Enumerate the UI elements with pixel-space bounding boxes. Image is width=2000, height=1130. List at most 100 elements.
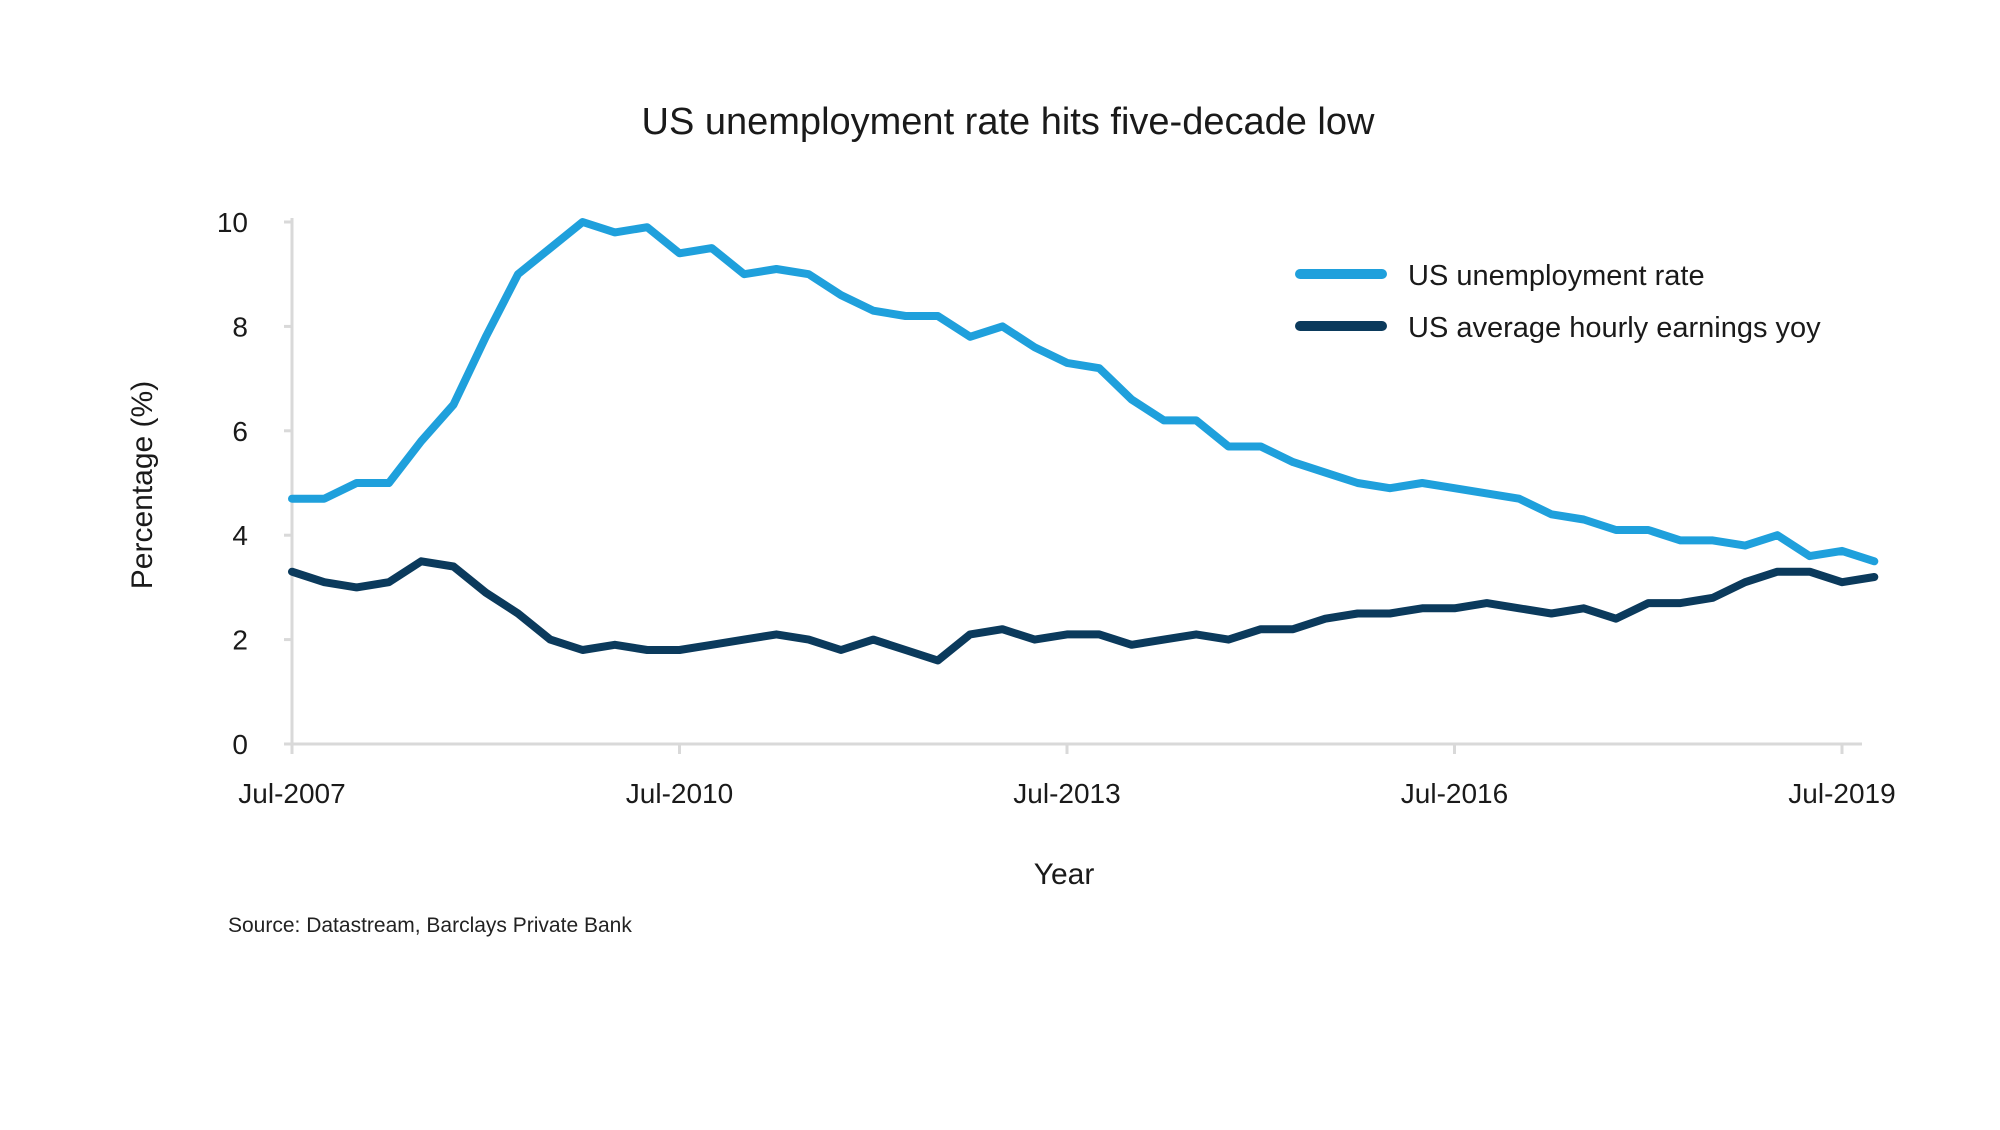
data-point-unemployment-rate: [838, 292, 844, 299]
data-point-hourly-earnings: [805, 636, 812, 643]
data-point-hourly-earnings: [1645, 600, 1652, 607]
data-point-unemployment-rate: [1386, 485, 1393, 492]
data-point-hourly-earnings: [1742, 579, 1749, 586]
data-point-hourly-earnings: [773, 631, 780, 638]
data-point-unemployment-rate: [1677, 537, 1684, 544]
legend-label-earnings: US average hourly earnings yoy: [1408, 312, 1821, 344]
data-point-unemployment-rate: [289, 495, 295, 502]
data-point-hourly-earnings: [321, 579, 328, 586]
data-point-hourly-earnings: [1871, 574, 1878, 580]
data-point-hourly-earnings: [934, 657, 941, 664]
data-point-unemployment-rate: [805, 271, 812, 278]
data-point-hourly-earnings: [1354, 610, 1361, 617]
data-point-hourly-earnings: [547, 636, 554, 643]
data-point-hourly-earnings: [1613, 615, 1619, 622]
data-point-unemployment-rate: [1128, 396, 1135, 403]
data-point-hourly-earnings: [450, 563, 457, 570]
data-point-hourly-earnings: [1160, 636, 1167, 643]
data-point-hourly-earnings: [1128, 641, 1135, 648]
data-point-unemployment-rate: [353, 480, 360, 486]
data-point-unemployment-rate: [1613, 527, 1619, 533]
x-tick-label: Jul-2019: [1788, 778, 1895, 809]
data-point-unemployment-rate: [1709, 537, 1716, 544]
data-point-hourly-earnings: [385, 579, 392, 586]
data-point-unemployment-rate: [547, 245, 554, 252]
data-point-unemployment-rate: [644, 224, 651, 231]
x-tick-label: Jul-2010: [626, 778, 733, 809]
data-point-unemployment-rate: [902, 313, 909, 319]
data-point-hourly-earnings: [515, 610, 521, 617]
data-point-hourly-earnings: [1677, 600, 1684, 607]
data-point-unemployment-rate: [741, 271, 748, 278]
data-point-unemployment-rate: [579, 219, 586, 225]
data-point-unemployment-rate: [1871, 558, 1878, 565]
data-point-hourly-earnings: [902, 647, 909, 653]
data-point-hourly-earnings: [289, 568, 295, 575]
data-point-hourly-earnings: [418, 558, 425, 565]
y-tick-label: 10: [217, 207, 248, 238]
data-point-hourly-earnings: [1031, 636, 1038, 643]
data-point-hourly-earnings: [1451, 605, 1458, 612]
x-axis: Jul-2007 Jul-2010 Jul-2013 Jul-2016 Jul-2019: [238, 742, 1896, 809]
data-point-hourly-earnings: [644, 647, 651, 653]
data-point-unemployment-rate: [385, 480, 392, 486]
data-point-unemployment-rate: [870, 307, 877, 314]
data-point-hourly-earnings: [1806, 568, 1813, 575]
data-point-unemployment-rate: [1483, 490, 1490, 497]
data-point-unemployment-rate: [1096, 365, 1103, 372]
data-point-hourly-earnings: [741, 636, 748, 643]
data-point-unemployment-rate: [1419, 480, 1426, 486]
data-point-hourly-earnings: [1064, 631, 1070, 638]
data-point-unemployment-rate: [1451, 485, 1458, 492]
data-point-unemployment-rate: [1225, 443, 1232, 450]
data-point-unemployment-rate: [773, 266, 780, 272]
y-tick-label: 0: [232, 729, 248, 760]
y-axis: 0 2 4 6 8 10: [217, 207, 294, 760]
y-tick-label: 2: [232, 625, 248, 656]
data-point-unemployment-rate: [1290, 459, 1296, 466]
data-point-unemployment-rate: [1516, 495, 1523, 502]
data-point-hourly-earnings: [1839, 579, 1845, 586]
data-point-hourly-earnings: [353, 584, 360, 591]
data-point-unemployment-rate: [1774, 532, 1781, 539]
data-point-hourly-earnings: [1419, 605, 1426, 612]
data-point-unemployment-rate: [1806, 553, 1813, 560]
data-point-unemployment-rate: [676, 250, 683, 257]
data-point-hourly-earnings: [1193, 631, 1200, 638]
legend-label-unemployment: US unemployment rate: [1408, 260, 1705, 292]
legend: US unemployment rate US average hourly e…: [1295, 260, 1821, 344]
series-line-hourly-earnings: [288, 557, 1879, 665]
data-point-unemployment-rate: [1031, 344, 1038, 351]
data-point-hourly-earnings: [870, 636, 877, 643]
data-point-hourly-earnings: [1548, 610, 1555, 617]
series-layer: [288, 218, 1879, 665]
data-point-hourly-earnings: [1516, 605, 1523, 612]
data-point-unemployment-rate: [321, 495, 328, 502]
data-point-unemployment-rate: [1548, 511, 1555, 518]
data-point-hourly-earnings: [1225, 636, 1232, 643]
series-line-unemployment-rate: [288, 218, 1879, 566]
data-point-unemployment-rate: [1742, 542, 1749, 549]
x-axis-label: Year: [1034, 858, 1095, 891]
data-point-hourly-earnings: [999, 626, 1006, 633]
data-point-hourly-earnings: [1096, 631, 1103, 638]
y-tick-label: 6: [232, 416, 248, 447]
source-note: Source: Datastream, Barclays Private Ban…: [228, 914, 632, 937]
chart-title: US unemployment rate hits five-decade lo…: [642, 101, 1375, 143]
data-point-hourly-earnings: [1386, 610, 1393, 617]
data-point-hourly-earnings: [1483, 600, 1490, 607]
data-point-unemployment-rate: [1064, 359, 1070, 366]
data-point-hourly-earnings: [579, 647, 586, 653]
y-tick-label: 4: [232, 520, 248, 551]
data-point-hourly-earnings: [967, 631, 974, 638]
x-tick-label: Jul-2013: [1013, 778, 1120, 809]
data-point-unemployment-rate: [611, 229, 618, 236]
data-point-hourly-earnings: [482, 589, 489, 596]
data-point-hourly-earnings: [1322, 615, 1329, 622]
data-point-hourly-earnings: [676, 647, 683, 653]
data-point-unemployment-rate: [1645, 527, 1652, 533]
data-point-unemployment-rate: [1322, 469, 1329, 476]
data-point-hourly-earnings: [1290, 626, 1296, 633]
